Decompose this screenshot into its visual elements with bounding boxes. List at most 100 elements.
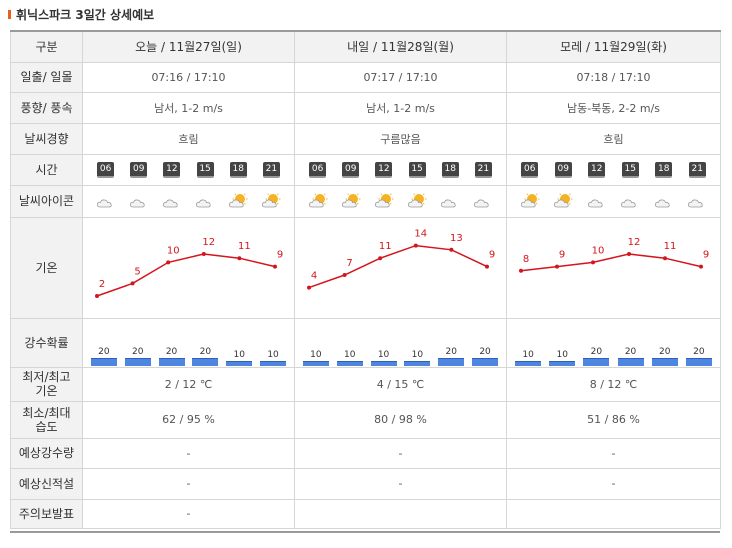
sunrise-tomorrow: 07:17 / 17:10 — [294, 61, 507, 93]
hour-badge: 12 — [588, 161, 606, 178]
prob-bar — [549, 361, 576, 366]
prob-bar-item: 20 — [651, 346, 678, 366]
snow-dayafter: - — [506, 467, 721, 500]
weather-icons — [83, 191, 294, 209]
partly-cloudy-icon — [520, 191, 540, 209]
warning-row: 주의보발표 - — [10, 498, 721, 529]
cloudy-icon — [96, 193, 116, 209]
prob-bar-item: 20 — [124, 346, 151, 366]
cloudy-icon — [473, 193, 493, 209]
hour-badges: 06 09 12 15 18 21 — [507, 161, 720, 178]
cloudy-icon — [587, 193, 607, 209]
sunrise-today: 07:16 / 17:10 — [82, 61, 295, 93]
temp-line-chart: 4 7 11 14 13 9 — [307, 228, 495, 290]
temp-point — [519, 268, 523, 273]
minmax-temp-label-line1: 최저/최고 — [22, 370, 71, 384]
temp-line-chart: 2 5 10 12 11 9 — [95, 237, 283, 298]
wind-tomorrow: 남서, 1-2 m/s — [294, 91, 507, 124]
hour-badge: 18 — [441, 161, 459, 178]
hour-badge: 09 — [554, 161, 572, 178]
probs-dayafter: 10 10 20 20 20 20 — [506, 317, 721, 368]
prob-value: 20 — [445, 346, 457, 357]
hour-badge: 21 — [688, 161, 706, 178]
title-bullet-icon — [8, 9, 11, 19]
prob-bar-item: 20 — [685, 347, 712, 366]
precip-prob-row: 강수확률 20 20 20 20 10 10 10 10 10 10 20 20 10 10 20 20 2… — [10, 317, 721, 368]
snow-tomorrow: - — [294, 467, 507, 500]
hour-badge: 21 — [474, 161, 492, 178]
prob-value: 20 — [479, 346, 491, 357]
icons-today — [82, 184, 295, 218]
prob-bar — [472, 357, 499, 366]
warning-dayafter — [506, 498, 721, 529]
temp-point — [273, 264, 277, 269]
precip-amount-row: 예상강수량 - - - — [10, 437, 721, 469]
temp-point — [237, 255, 242, 260]
temp-point — [130, 280, 135, 285]
prob-value: 10 — [344, 350, 356, 360]
prob-bar — [370, 361, 397, 366]
minmax-hum-dayafter: 51 / 86 % — [506, 400, 721, 439]
minmax-hum-label: 최소/최대 습도 — [10, 400, 83, 439]
prob-value: 10 — [267, 350, 279, 360]
hour-badge: 06 — [309, 161, 327, 178]
snow-today: - — [82, 467, 295, 500]
trend-label: 날씨경향 — [10, 122, 83, 155]
temp-point — [166, 259, 171, 264]
prob-bar — [302, 361, 329, 366]
hour-badge: 06 — [97, 161, 115, 178]
temp-point — [95, 293, 99, 298]
partly-cloudy-icon — [341, 191, 361, 209]
temp-value-label: 5 — [134, 266, 140, 277]
prob-value: 20 — [132, 346, 144, 357]
prob-bar-item: 20 — [438, 346, 465, 366]
cloudy-icon — [129, 193, 149, 209]
page-title: 휘닉스파크 3일간 상세예보 — [8, 6, 154, 22]
weather-icons — [507, 191, 720, 209]
cloudy-icon — [654, 193, 674, 209]
hour-badge: 18 — [229, 161, 247, 178]
trend-today: 흐림 — [82, 122, 295, 155]
temp-chart-dayafter: 8 9 10 12 11 9 — [506, 216, 721, 319]
time-row: 시간 06 09 12 15 18 21 06 09 12 15 18 21 06 09 12 15 18 2… — [10, 153, 721, 186]
snow-label: 예상신적설 — [10, 467, 83, 500]
temp-chart-tomorrow: 4 7 11 14 13 9 — [294, 216, 507, 319]
temp-value-label: 9 — [559, 249, 565, 260]
temp-value-label: 11 — [379, 241, 392, 252]
temp-point — [555, 264, 559, 269]
wind-label: 풍향/ 풍속 — [10, 91, 83, 124]
prob-value: 20 — [658, 346, 671, 357]
warning-tomorrow — [294, 498, 507, 529]
time-label: 시간 — [10, 153, 83, 186]
temp-point — [485, 264, 489, 269]
prob-bar — [617, 357, 644, 366]
day-header-today: 오늘 / 11월27일(일) — [82, 30, 295, 63]
minmax-hum-today: 62 / 95 % — [82, 400, 295, 439]
precip-prob-label: 강수확률 — [10, 317, 83, 368]
partly-cloudy-icon — [228, 191, 248, 209]
minmax-temp-dayafter: 8 / 12 ℃ — [506, 366, 721, 402]
forecast-table: 구분 오늘 / 11월27일(일) 내일 / 11월28일(월) 모레 / 11… — [10, 30, 721, 529]
prob-bars: 10 10 20 20 20 20 — [507, 320, 720, 366]
minmax-temp-today: 2 / 12 ℃ — [82, 366, 295, 402]
temp-point — [699, 264, 703, 269]
hour-badges: 06 09 12 15 18 21 — [83, 161, 294, 178]
hour-badge: 12 — [375, 161, 393, 178]
prob-value: 20 — [624, 346, 637, 357]
prob-bar — [404, 361, 431, 366]
prob-bar — [260, 361, 287, 366]
temp-value-label: 12 — [628, 237, 641, 248]
prob-bar-item: 10 — [404, 350, 431, 366]
prob-value: 20 — [590, 346, 603, 357]
hour-badge: 15 — [621, 161, 639, 178]
temp-point — [663, 255, 667, 260]
hour-badge: 06 — [521, 161, 539, 178]
temp-series-line — [308, 244, 488, 288]
prob-bars: 10 10 10 10 20 20 — [295, 320, 506, 366]
partly-cloudy-icon — [374, 191, 394, 209]
precip-amount-label: 예상강수량 — [10, 437, 83, 469]
cloudy-icon — [620, 193, 640, 209]
temp-value-label: 10 — [167, 245, 180, 256]
page-title-text: 휘닉스파크 3일간 상세예보 — [16, 7, 155, 22]
hours-today: 06 09 12 15 18 21 — [82, 153, 295, 186]
